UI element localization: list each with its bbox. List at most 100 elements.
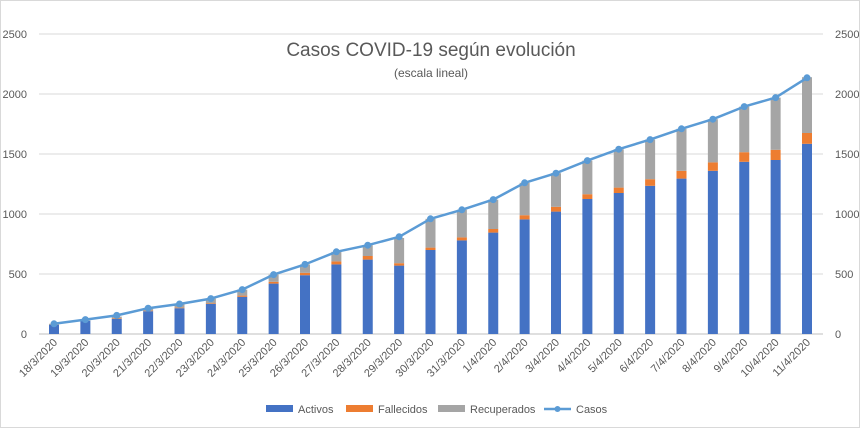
bar-recuperados xyxy=(582,160,593,195)
line-point-casos xyxy=(427,215,434,223)
bar-recuperados xyxy=(676,128,687,171)
bar-fallecidos xyxy=(394,263,405,266)
bar-fallecidos xyxy=(802,133,812,144)
bar-fallecidos xyxy=(551,206,561,212)
bar-activos xyxy=(488,232,499,334)
bar-activos xyxy=(143,311,154,334)
chart-title: Casos COVID-19 según evolución xyxy=(286,40,575,61)
line-point-casos xyxy=(332,248,340,256)
bar-activos xyxy=(237,296,248,334)
line-point-casos xyxy=(81,316,89,324)
line-point-casos xyxy=(144,304,152,312)
bar-recuperados xyxy=(802,77,812,133)
line-point-casos xyxy=(521,179,529,187)
bar-activos xyxy=(582,199,593,334)
line-point-casos xyxy=(207,295,215,303)
line-point-casos xyxy=(772,94,780,102)
line-point-casos xyxy=(489,196,497,204)
bars xyxy=(49,77,812,334)
bar-activos xyxy=(300,275,310,334)
bar-recuperados xyxy=(268,274,279,282)
bar-fallecidos xyxy=(331,261,342,265)
bar-activos xyxy=(174,308,185,334)
y-tick-label-left: 1000 xyxy=(3,209,27,221)
bar-activos xyxy=(739,161,750,334)
line-point-casos xyxy=(50,320,58,328)
legend-label-fallecidos: Fallecidos xyxy=(378,404,428,416)
bar-activos xyxy=(707,170,718,334)
line-point-casos xyxy=(678,125,685,133)
bar-fallecidos xyxy=(582,194,593,199)
y-axis-left: 0 500 1000 1500 2000 2500 xyxy=(3,29,27,341)
bar-fallecidos xyxy=(425,247,436,250)
line-point-casos xyxy=(176,300,183,308)
bar-fallecidos xyxy=(645,179,656,186)
legend-label-recuperados: Recuperados xyxy=(470,404,536,416)
bar-recuperados xyxy=(362,245,373,256)
line-point-casos xyxy=(238,286,246,294)
gridlines xyxy=(39,33,823,335)
bar-recuperados xyxy=(739,106,750,153)
bar-activos xyxy=(676,178,687,334)
y-axis-right: 0 500 1000 1500 2000 2500 xyxy=(835,29,859,341)
bar-activos xyxy=(80,320,91,334)
line-point-casos xyxy=(583,157,591,165)
bar-fallecidos xyxy=(707,162,718,171)
bar-fallecidos xyxy=(488,229,499,233)
bar-activos xyxy=(770,160,781,334)
bar-fallecidos xyxy=(205,303,216,304)
bar-recuperados xyxy=(425,218,436,248)
legend-swatch-recuperados xyxy=(438,405,465,412)
bar-activos xyxy=(645,185,656,334)
line-point-casos xyxy=(740,103,748,111)
bar-fallecidos xyxy=(300,272,310,276)
bar-recuperados xyxy=(488,199,499,229)
line-point-casos xyxy=(364,241,372,249)
line-point-casos xyxy=(646,136,654,144)
line-point-casos xyxy=(301,260,309,268)
bar-recuperados xyxy=(394,238,405,264)
bar-recuperados xyxy=(456,209,467,238)
bar-activos xyxy=(802,143,812,334)
bar-activos xyxy=(362,259,373,334)
bar-fallecidos xyxy=(362,256,373,260)
y-tick-label-left: 2500 xyxy=(3,29,27,41)
bar-recuperados xyxy=(645,139,656,180)
bar-recuperados xyxy=(613,149,624,188)
bar-activos xyxy=(205,304,216,334)
line-point-casos xyxy=(458,206,466,214)
bar-recuperados xyxy=(707,119,718,163)
bar-fallecidos xyxy=(770,149,781,160)
legend-marker-casos xyxy=(554,406,561,412)
bar-recuperados xyxy=(770,97,781,150)
y-tick-label-left: 1500 xyxy=(3,149,27,161)
line-point-casos xyxy=(552,169,560,177)
bar-fallecidos xyxy=(456,237,467,241)
line-point-casos xyxy=(395,233,403,241)
bar-recuperados xyxy=(519,182,530,216)
legend-swatch-activos xyxy=(266,405,293,412)
y-tick-label-right: 2500 xyxy=(835,29,859,41)
bar-fallecidos xyxy=(268,281,279,284)
y-tick-label-left: 2000 xyxy=(3,89,27,101)
line-point-casos xyxy=(615,145,623,153)
y-tick-label-right: 1000 xyxy=(835,209,859,221)
bar-fallecidos xyxy=(676,170,687,179)
bar-activos xyxy=(551,211,561,334)
x-axis: 18/3/202019/3/202020/3/202021/3/202022/3… xyxy=(17,337,813,380)
line-point-casos xyxy=(270,271,278,279)
line-point-casos xyxy=(709,115,717,123)
bar-fallecidos xyxy=(739,152,750,162)
bar-activos xyxy=(268,283,279,334)
legend-label-activos: Activos xyxy=(298,404,334,416)
y-tick-label-left: 0 xyxy=(21,329,27,341)
line-point-casos xyxy=(803,74,811,82)
bar-activos xyxy=(331,264,342,334)
casos-line xyxy=(50,74,811,328)
bar-activos xyxy=(425,250,436,334)
bar-fallecidos xyxy=(613,187,624,193)
bar-activos xyxy=(394,265,405,334)
y-tick-label-right: 1500 xyxy=(835,149,859,161)
bar-fallecidos xyxy=(237,295,248,297)
